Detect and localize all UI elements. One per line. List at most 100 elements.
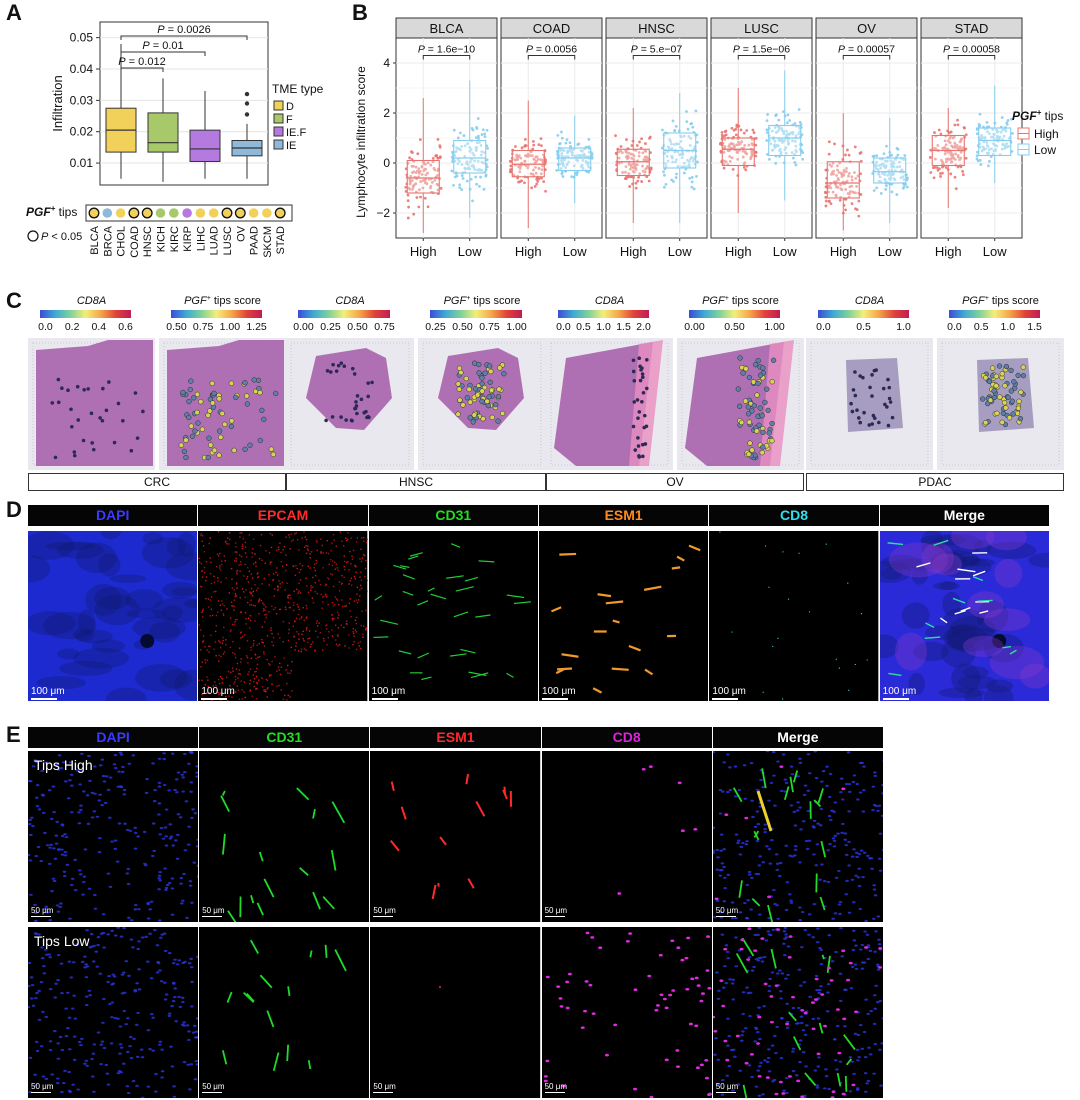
data-point [411,164,415,168]
vessel-signal [468,671,487,677]
nucleus [716,997,721,1000]
spot [251,377,257,383]
nucleus [35,784,40,787]
fluorescence-image-cd31 [199,927,370,1098]
scale-label: 50 μm [544,906,567,915]
data-point [788,119,792,122]
nucleus [175,963,180,966]
nucleus [118,1043,123,1046]
fluorescence-image-merge [712,751,883,922]
data-point [890,168,894,172]
merge-texture [994,559,1023,588]
epcam-signal [322,552,325,554]
epcam-signal [247,575,249,578]
epcam-signal [268,584,271,586]
x-tick-label: High [935,244,962,259]
epcam-signal [230,646,232,649]
p-value-label: P = 1.6e−10 [418,44,475,56]
data-point [452,128,456,132]
nucleus [722,848,726,851]
epcam-signal [268,573,270,576]
nucleus [762,1059,767,1062]
spot [1008,388,1015,394]
tissue-texture [957,675,997,690]
epcam-signal [232,652,234,654]
data-point [690,185,694,189]
epcam-signal [201,540,204,542]
spot [56,400,61,405]
nucleus [866,944,871,947]
epcam-signal [333,618,335,620]
nucleus [157,1043,162,1046]
tissue-texture [924,625,961,640]
nucleus [164,844,169,847]
tissue-texture [983,685,1014,701]
nucleus [175,857,180,860]
nucleus [182,770,187,774]
nucleus [738,911,743,914]
nucleus [102,1046,107,1050]
nucleus [866,1079,871,1082]
x-tick-label: High [620,244,647,259]
nucleus [169,1045,173,1048]
p-rest: = 0.0056 [533,44,577,56]
nucleus [865,933,870,936]
nucleus [860,1047,864,1050]
epcam-signal [276,670,278,672]
data-point [995,128,998,132]
epcam-signal [298,650,300,652]
data-point [690,180,694,184]
nucleus [185,916,189,919]
data-point [624,165,628,169]
nucleus [101,1021,105,1024]
nucleus [51,785,56,788]
cd8-cell [713,1029,718,1033]
epcam-signal [289,672,291,674]
data-point [637,175,641,179]
data-point [839,183,842,187]
p-value-label: P = 0.0056 [526,44,577,56]
spot [228,380,235,386]
nucleus [29,976,34,979]
nucleus [63,1069,67,1072]
nucleus [28,818,33,821]
data-point [985,120,989,124]
nucleus [840,831,844,834]
epcam-signal [306,627,308,629]
tissue-texture [85,584,122,616]
facet-title: HNSC [638,21,675,36]
data-point [479,143,483,147]
data-point [687,160,691,163]
spot [1001,400,1008,406]
data-point [646,164,649,168]
colorbar-tick: 1.0 [896,321,911,333]
epcam-signal [342,605,344,607]
spot [259,407,265,414]
epcam-signal [261,559,264,561]
vessel-signal [250,894,255,904]
epcam-signal [356,593,359,595]
nucleus [757,1006,761,1009]
nucleus [176,813,181,816]
nucleus [162,752,166,755]
cd8-cell [693,1024,698,1028]
epcam-signal [250,619,252,622]
vessel-signal [551,606,562,613]
spot [887,385,892,390]
vessel-signal [792,770,798,783]
nucleus [29,997,34,1000]
vessel-signal [738,880,743,898]
data-point [480,160,484,164]
vessel-signal [322,896,336,910]
data-point [404,185,408,189]
epcam-signal [354,578,357,580]
box-High [406,159,440,194]
nucleus [847,864,851,867]
spot [464,395,470,401]
epcam-signal [282,549,285,551]
data-point [834,194,838,198]
epcam-signal [198,624,201,626]
spot [354,400,358,404]
data-point [682,134,686,138]
nucleus [722,876,727,879]
